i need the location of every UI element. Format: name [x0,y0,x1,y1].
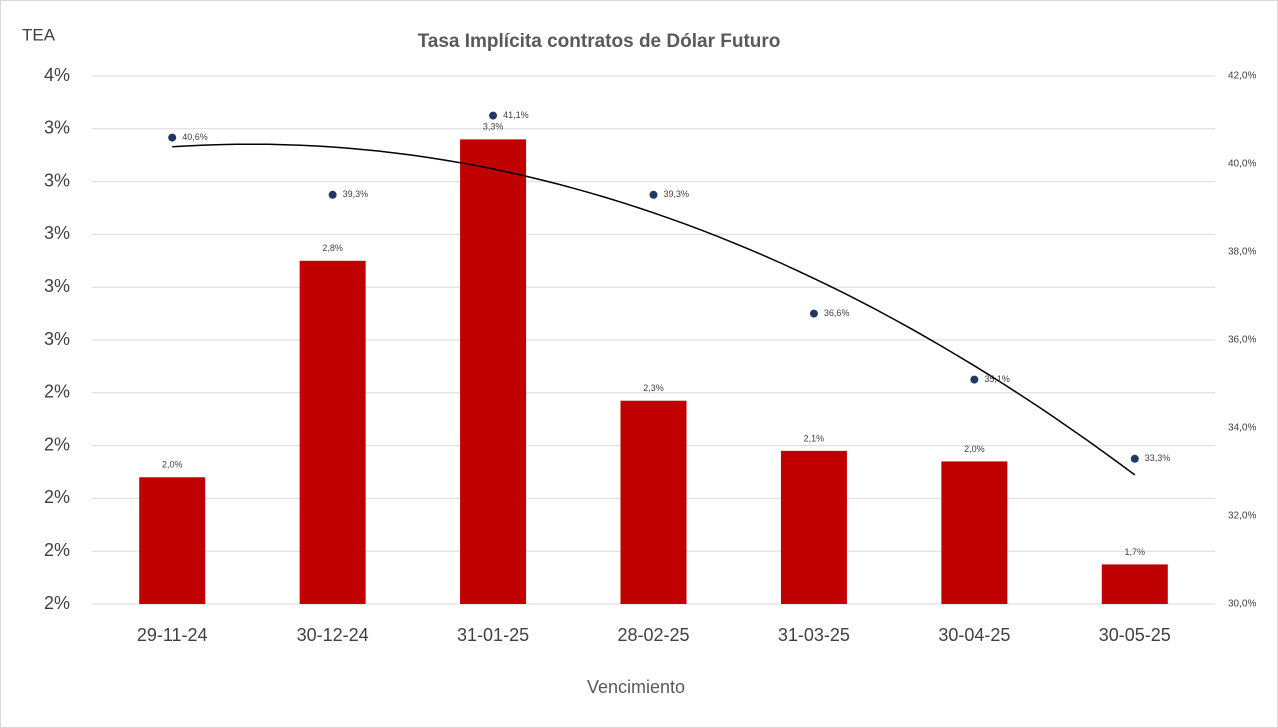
x-tick-label: 28-02-25 [617,625,689,645]
x-tick-label: 29-11-24 [137,625,208,645]
y-tick-label: 2% [44,487,70,507]
y-tick-label: 2% [44,382,70,402]
point-value-label: 35,1% [984,374,1010,384]
bar-value-label: 2,1% [804,433,825,443]
point [1130,454,1139,463]
point-value-label: 36,6% [824,308,850,318]
x-tick-label: 30-05-25 [1099,625,1171,645]
x-axis-label: Vencimiento [587,677,685,697]
point-value-label: 40,6% [182,132,208,142]
bar-value-label: 1,7% [1125,547,1146,557]
point-value-label: 39,3% [343,189,369,199]
point [168,133,177,142]
x-tick-label: 30-12-24 [297,625,369,645]
bar-value-label: 2,0% [964,444,985,454]
y-axis-label: TEA [22,25,56,44]
y-tick-label: 3% [44,223,70,243]
y2-tick-label: 42,0% [1228,71,1256,82]
y-tick-label: 3% [44,329,70,349]
chart-title: Tasa Implícita contratos de Dólar Futuro [418,31,781,52]
bar-value-label: 2,0% [162,460,183,470]
y2-tick-label: 36,0% [1228,335,1256,346]
y2-tick-label: 38,0% [1228,247,1256,258]
y-tick-label: 2% [44,434,70,454]
bar [460,139,527,605]
y-tick-label: 3% [44,276,70,296]
point [970,375,979,384]
y-tick-label: 2% [44,540,70,560]
point-value-label: 39,3% [664,189,690,199]
y2-tick-label: 32,0% [1228,511,1256,522]
y-tick-label: 4% [44,65,70,85]
y2-tick-label: 34,0% [1228,423,1256,434]
point [489,111,498,120]
y2-tick-label: 30,0% [1228,599,1256,610]
bar-value-label: 2,3% [643,383,664,393]
bar [299,260,366,604]
bar [780,450,847,604]
y-tick-label: 2% [44,593,70,613]
x-tick-label: 31-03-25 [778,625,850,645]
bar-value-label: 3,3% [483,122,504,132]
y-tick-label: 3% [44,170,70,190]
bar-value-label: 2,8% [322,243,343,253]
point [649,190,658,199]
bar [941,461,1008,604]
point [809,309,818,318]
point-value-label: 33,3% [1145,453,1171,463]
point-value-label: 41,1% [503,110,529,120]
point [328,190,337,199]
x-tick-label: 31-01-25 [457,625,529,645]
bar [620,400,687,604]
y-tick-label: 3% [44,118,70,138]
bar [1101,564,1168,604]
bar [139,477,206,604]
x-tick-label: 30-04-25 [938,625,1010,645]
trendline [172,143,1136,476]
y2-tick-label: 40,0% [1228,159,1256,170]
